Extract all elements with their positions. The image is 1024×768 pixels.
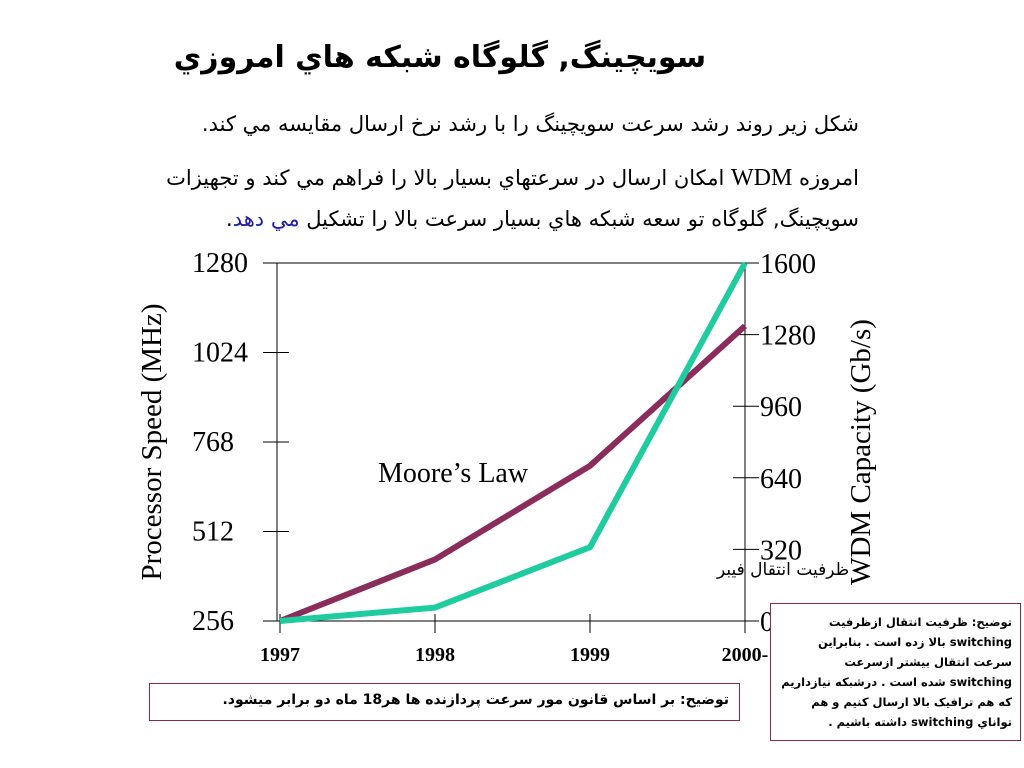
intro-paragraph: شکل زير روند رشد سرعت سويچينگ را با رشد …	[201, 112, 859, 136]
right-tick-label: 320	[760, 535, 802, 566]
moore-law-line	[278, 323, 748, 624]
switching-note: توضيح: ظرفيت انتقال ازظرفيت switching با…	[770, 603, 1021, 741]
x-tick-label: 1998	[415, 644, 455, 666]
right-tick-label: 1280	[760, 321, 816, 352]
slide-title: سويچينگ, گلوگاه شبکه هاي امروزي	[173, 40, 707, 75]
fiber-capacity-line	[279, 261, 748, 624]
left-tick-label: 512	[192, 517, 234, 548]
left-tick-label: 768	[192, 427, 234, 458]
moore-law-note: توضيح: بر اساس قانون مور سرعت پردازنده ه…	[149, 683, 740, 721]
wdm-term: WDM	[731, 165, 793, 191]
right-tick-label: 1600	[760, 249, 816, 280]
wdm-paragraph-end: .	[226, 207, 233, 231]
chart-lines	[278, 261, 748, 624]
chart-axes	[276, 262, 746, 622]
left-tick-label: 1280	[192, 248, 248, 279]
y2-axis-title: WDM Capacity (Gb/s)	[845, 319, 877, 585]
right-tick-label: 960	[760, 392, 802, 423]
wdm-paragraph-part2: امکان ارسال در سرعتهاي بسيار بالا را فرا…	[166, 166, 859, 231]
left-tick-label: 256	[192, 606, 234, 637]
x-tick-label: 2000-	[722, 644, 769, 666]
right-tick-label: 640	[760, 464, 802, 495]
wdm-paragraph-part1: امروزه	[799, 166, 859, 190]
wdm-paragraph-highlight: مي دهد	[232, 207, 300, 231]
moore-law-note-text: توضيح: بر اساس قانون مور سرعت پردازنده ه…	[222, 692, 729, 708]
left-tick-label: 1024	[192, 338, 248, 369]
y-axis-title: Processor Speed (MHz)	[136, 303, 168, 580]
x-tick-label: 1997	[260, 644, 300, 666]
x-tick-label: 1999	[570, 644, 610, 666]
switching-note-text: توضيح: ظرفيت انتقال ازظرفيت switching با…	[781, 615, 1012, 729]
chart-labels: Processor Speed (MHz) WDM Capacity (Gb/s)…	[136, 303, 877, 584]
fiber-capacity-annotation: ظرفيت انتقال فيبر	[716, 560, 849, 580]
moore-law-annotation: Moore’s Law	[378, 458, 529, 489]
wdm-paragraph: امروزه WDM امکان ارسال در سرعتهاي بسيار …	[99, 158, 859, 240]
